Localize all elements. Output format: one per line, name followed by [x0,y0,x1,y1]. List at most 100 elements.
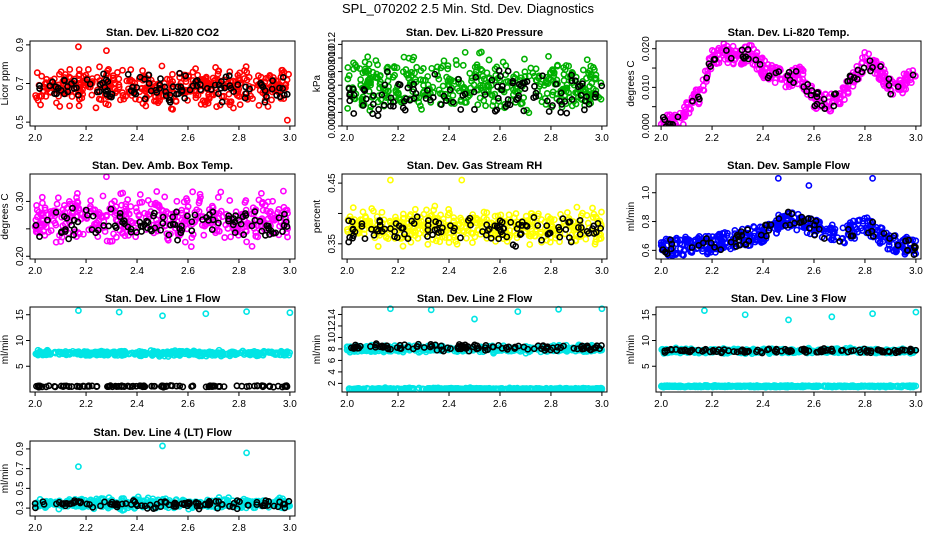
data-point-black [493,106,501,114]
data-point [83,215,91,222]
data-point [793,226,801,234]
y-tick-label: 2 [327,380,338,386]
data-point-black [905,236,913,244]
data-point-black [420,344,428,351]
data-point [853,63,861,70]
data-point [111,85,119,93]
data-point-black [736,241,744,249]
page-title: SPL_070202 2.5 Min. Std. Dev. Diagnostic… [342,1,594,16]
data-point-black [100,70,107,78]
data-point [214,193,222,201]
x-tick-label: 2.0 [654,133,668,144]
data-point [37,101,44,109]
data-point [37,211,45,218]
data-point [532,65,540,73]
data-point [76,230,83,238]
data-point-black [471,106,478,113]
data-point-black [543,344,551,352]
data-point [139,67,146,75]
data-point [792,64,799,72]
data-point-black [345,85,353,92]
data-point [123,207,131,214]
x-tick-label: 2.8 [544,399,558,410]
data-point-black [784,208,792,216]
x-tick-label: 2.0 [340,266,354,277]
data-point-black [806,224,813,232]
data-point [435,75,443,83]
data-point-black [410,85,418,93]
data-point-black [176,382,184,390]
data-point [714,47,722,54]
data-point [153,188,161,195]
data-point-black [184,212,191,220]
data-point-black [358,222,366,230]
data-point-black [513,225,521,233]
data-point [678,125,683,126]
data-point-black [380,101,388,109]
points-layer [32,346,294,391]
x-tick-label: 2.6 [807,266,821,277]
data-point [53,200,61,208]
x-tick-label: 2.2 [391,399,405,410]
data-point [185,351,193,359]
data-point-black [176,69,183,77]
data-point-black [107,205,115,213]
data-point [264,103,272,110]
data-point-black [225,72,233,80]
data-point-black [575,83,582,91]
data-point-black [489,343,497,351]
data-point-black [393,234,401,241]
data-point [66,66,74,73]
data-point [846,219,854,227]
data-point-black [157,226,165,234]
data-point [361,68,369,76]
data-point-black [454,345,462,353]
data-point [598,208,605,216]
y-tick-label: 0.45 [327,173,338,193]
data-point [367,78,374,86]
points-layer [658,344,920,391]
data-point-black [232,212,239,220]
data-point-black [274,382,282,390]
data-point [278,70,286,77]
data-point [483,69,491,77]
panel-title: Stan. Dev. Gas Stream RH [407,160,543,172]
data-point [480,214,488,222]
data-point-black [791,219,798,227]
y-tick-label: 4 [327,369,338,375]
data-point-black [348,218,356,226]
x-tick-label: 2.2 [391,266,405,277]
x-tick-label: 3.0 [283,399,297,410]
data-point [92,104,100,112]
x-tick-label: 3.0 [595,399,609,410]
data-point-black [360,86,368,93]
data-point [446,97,454,105]
data-point [485,385,493,392]
data-point [857,224,865,232]
y-tick-label: 0.30 [15,191,26,211]
data-point [584,219,592,227]
data-point-black [116,209,124,217]
data-point [461,48,469,56]
data-point [526,241,534,248]
data-point-black [509,77,517,85]
data-point [261,201,269,209]
data-point-black [153,89,161,96]
data-point-black [703,235,710,242]
data-point-black [457,234,464,242]
data-point-black [237,220,245,228]
data-point [87,197,95,205]
data-point [468,230,476,237]
outlier-point [471,315,478,323]
data-point [183,207,190,215]
data-point-black [594,220,602,227]
data-point-black [711,243,718,251]
data-point [188,234,196,241]
data-point [273,350,281,358]
data-point-black [546,229,554,237]
data-point [861,49,869,56]
data-point [361,213,369,220]
x-tick-label: 2.4 [756,133,770,144]
data-point-black [413,213,421,221]
data-point-black [877,63,884,70]
